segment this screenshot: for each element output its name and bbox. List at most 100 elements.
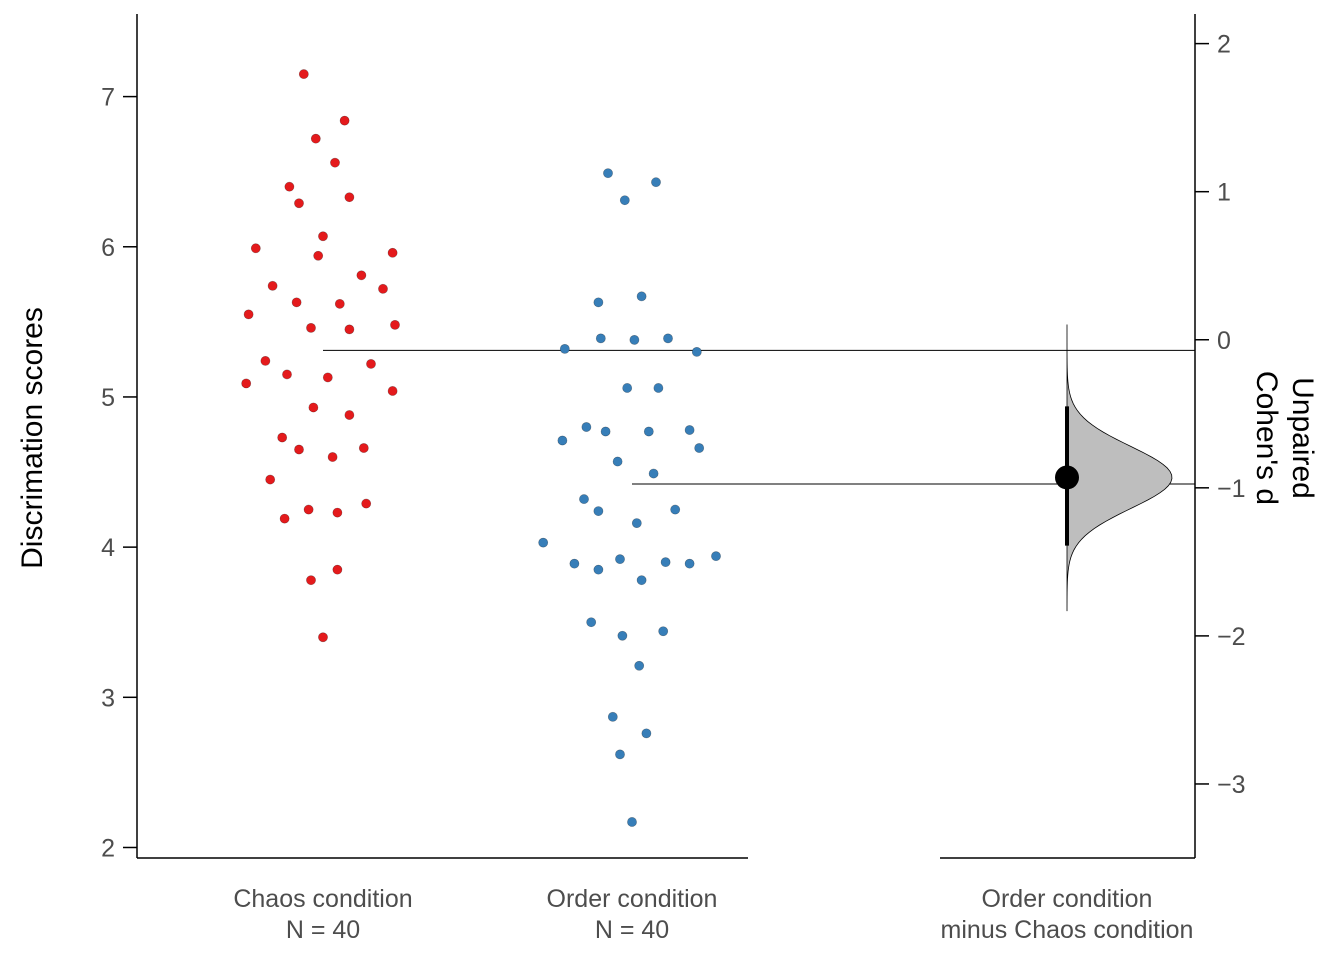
data-point — [330, 157, 340, 168]
data-point — [612, 456, 623, 467]
data-point — [557, 435, 568, 446]
group2-n-label: N = 40 — [595, 916, 669, 944]
left-y-ticks: 2 3 4 5 6 7 — [101, 84, 137, 862]
data-point — [332, 507, 343, 518]
data-point — [344, 410, 355, 420]
data-point — [250, 243, 261, 254]
data-point — [595, 333, 606, 344]
data-point — [651, 177, 661, 188]
data-point — [265, 474, 276, 485]
right-y-tick-label: −1 — [1217, 475, 1246, 503]
data-point — [277, 432, 288, 443]
swarm-group — [241, 69, 400, 643]
data-point — [579, 494, 589, 504]
data-point — [318, 632, 328, 643]
effect-size-point — [1055, 465, 1079, 490]
data-point — [593, 506, 604, 516]
data-point — [636, 291, 647, 302]
data-point — [243, 309, 254, 320]
data-point — [670, 504, 681, 515]
data-point — [615, 554, 625, 565]
data-point — [658, 626, 669, 637]
delta-label-line1: Order condition — [982, 885, 1153, 913]
data-point — [619, 195, 630, 206]
data-point — [267, 280, 278, 291]
effect-size-distribution — [1055, 324, 1173, 612]
data-point — [344, 192, 355, 203]
data-point — [298, 69, 309, 79]
data-point — [615, 749, 625, 760]
data-point — [358, 443, 369, 453]
data-point — [600, 426, 611, 437]
data-point — [711, 551, 721, 562]
data-point — [636, 575, 647, 586]
data-point — [648, 468, 659, 479]
data-point — [631, 518, 642, 529]
data-point — [653, 383, 664, 393]
data-point — [634, 660, 645, 671]
data-point — [332, 564, 343, 575]
data-point — [390, 319, 400, 330]
data-point — [313, 250, 324, 261]
axes-layer: 2 3 4 5 6 7 −3 −2 −1 0 1 2 — [101, 14, 1246, 862]
data-point — [291, 297, 302, 308]
data-point — [339, 115, 350, 126]
data-point — [306, 322, 316, 333]
left-y-tick-label: 4 — [101, 534, 115, 562]
right-y-tick-label: 1 — [1217, 179, 1231, 207]
group1-label: Chaos condition — [233, 885, 412, 913]
data-point — [260, 356, 271, 366]
data-point — [241, 378, 252, 389]
data-point — [366, 359, 376, 369]
y2-axis-title-line1: Unpaired — [1286, 377, 1319, 499]
group2-label: Order condition — [547, 885, 718, 913]
data-point — [322, 372, 333, 383]
data-point — [607, 711, 618, 722]
left-y-tick-label: 5 — [101, 384, 115, 412]
swarm-group — [538, 168, 721, 827]
data-point — [617, 630, 628, 641]
delta-label-line2: minus Chaos condition — [941, 916, 1194, 944]
data-point — [660, 557, 671, 568]
left-y-tick-label: 7 — [101, 84, 115, 112]
data-point — [593, 564, 604, 575]
data-point — [361, 498, 372, 509]
data-point — [629, 334, 640, 345]
data-point — [622, 383, 633, 393]
data-point — [306, 575, 316, 586]
data-point — [627, 817, 637, 827]
data-point — [310, 133, 321, 144]
data-point — [684, 558, 695, 569]
left-y-tick-label: 6 — [101, 234, 115, 262]
data-point — [294, 198, 304, 209]
data-point — [691, 347, 702, 357]
right-y-tick-label: 2 — [1217, 31, 1231, 59]
data-point — [334, 298, 345, 309]
data-point — [581, 422, 592, 432]
y-axis-title: Discrimation scores — [16, 307, 49, 569]
data-point — [303, 504, 314, 515]
data-point — [282, 369, 292, 380]
group1-n-label: N = 40 — [286, 916, 360, 944]
data-point — [308, 402, 319, 413]
data-point — [559, 343, 570, 354]
data-point — [641, 728, 652, 739]
data-point — [327, 452, 338, 462]
data-point — [344, 324, 355, 335]
left-y-tick-label: 2 — [101, 834, 115, 862]
effect-size-density — [1066, 324, 1173, 612]
data-point — [643, 426, 654, 437]
data-point — [694, 443, 705, 453]
data-point — [378, 283, 388, 294]
data-point — [294, 444, 304, 455]
right-y-tick-label: 0 — [1217, 327, 1231, 355]
data-point — [663, 333, 673, 344]
mean-reference-lines — [323, 349, 1195, 485]
data-point — [356, 270, 367, 281]
data-point — [318, 231, 328, 242]
y2-axis-title-line2: Cohen's d — [1250, 371, 1283, 505]
left-y-tick-label: 3 — [101, 684, 115, 712]
right-y-tick-label: −2 — [1217, 623, 1246, 651]
data-point — [387, 386, 398, 396]
